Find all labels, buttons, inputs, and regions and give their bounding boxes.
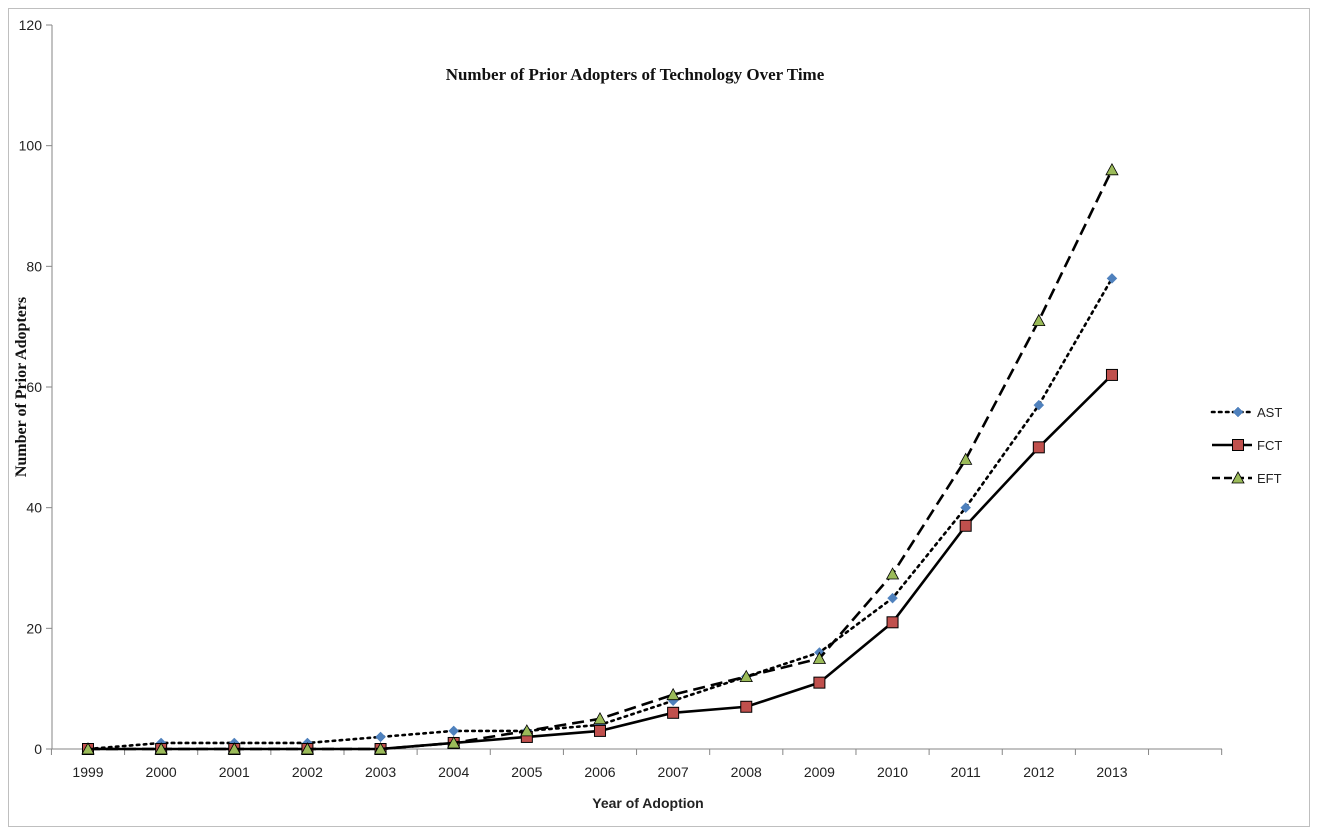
y-tick-label: 40: [26, 500, 42, 516]
data-point-eft: [739, 669, 753, 682]
x-axis-title: Year of Adoption: [592, 795, 703, 811]
series-line-ast: [86, 277, 1114, 751]
series-eft: [81, 162, 1119, 755]
data-point-ast: [1033, 399, 1045, 411]
data-point-ast: [448, 725, 460, 737]
legend-marker-fct: [1232, 439, 1244, 451]
y-tick-label: 80: [26, 258, 42, 274]
x-tick-label: 2006: [584, 764, 615, 780]
data-point-eft: [1105, 162, 1119, 176]
x-tick-label: 2000: [146, 764, 177, 780]
legend-label-eft: EFT: [1257, 471, 1282, 486]
x-tick-label: 2003: [365, 764, 396, 780]
legend-label-fct: FCT: [1257, 438, 1282, 453]
y-axis-title: Number of Prior Adopters: [13, 297, 30, 477]
data-point-fct: [593, 724, 606, 737]
series-line-fct: [88, 374, 1113, 751]
data-point-eft: [666, 687, 680, 701]
x-tick-label: 2010: [877, 764, 908, 780]
legend-label-ast: AST: [1257, 405, 1282, 420]
data-point-fct: [959, 519, 972, 532]
series-fct: [82, 368, 1118, 755]
data-point-eft: [959, 452, 973, 465]
x-tick-label: 2011: [951, 764, 981, 780]
data-point-fct: [667, 706, 680, 719]
x-tick-label: 2005: [511, 764, 542, 780]
data-point-eft: [885, 567, 900, 580]
x-tick-label: 2004: [438, 764, 469, 780]
data-point-ast: [375, 731, 386, 743]
data-point-fct: [1105, 368, 1118, 381]
y-axis-ticks: 0 20 40 60 80 100 120: [19, 17, 52, 757]
data-point-fct: [1032, 441, 1045, 454]
data-point-fct: [813, 676, 826, 689]
data-point-eft: [300, 742, 315, 755]
data-point-eft: [81, 742, 95, 755]
data-point-eft: [593, 711, 607, 725]
axes: [51, 25, 1222, 750]
x-tick-label: 2012: [1023, 764, 1054, 780]
data-point-fct: [740, 700, 753, 713]
legend: AST FCT EFT: [1210, 405, 1282, 486]
x-tick-label: 2007: [658, 764, 689, 780]
y-tick-label: 20: [26, 620, 42, 636]
series-line-eft: [88, 169, 1114, 751]
data-point-eft: [154, 742, 168, 755]
data-point-ast: [960, 502, 972, 514]
data-point-eft: [447, 736, 461, 749]
x-tick-label: 2002: [292, 764, 323, 780]
data-point-eft: [520, 724, 534, 737]
x-tick-label: 2008: [731, 764, 762, 780]
chart-frame: [8, 8, 1310, 827]
y-tick-label: 100: [19, 138, 43, 154]
x-tick-label: 2009: [804, 764, 835, 780]
chart-title: Number of Prior Adopters of Technology O…: [446, 65, 825, 84]
legend-marker-ast: [1232, 406, 1244, 418]
x-axis-ticks: 1999 2000 2001 2002 2003 2004 2005 2006 2007 2008…: [50, 749, 1223, 780]
y-tick-label: 120: [19, 17, 43, 33]
data-point-ast: [887, 592, 898, 604]
data-point-fct: [886, 616, 899, 629]
y-tick-label: 60: [26, 379, 42, 395]
data-point-ast: [1106, 273, 1118, 284]
y-tick-label: 0: [34, 741, 42, 757]
data-point-eft: [373, 742, 388, 755]
data-point-eft: [227, 742, 241, 755]
x-tick-label: 2001: [219, 764, 250, 780]
series-layer: [81, 162, 1119, 755]
x-tick-label: 2013: [1096, 764, 1127, 780]
data-point-eft: [812, 651, 827, 664]
series-ast: [82, 273, 1118, 755]
legend-marker-eft: [1231, 471, 1245, 484]
data-point-eft: [1032, 313, 1046, 327]
x-tick-label: 1999: [72, 764, 103, 780]
